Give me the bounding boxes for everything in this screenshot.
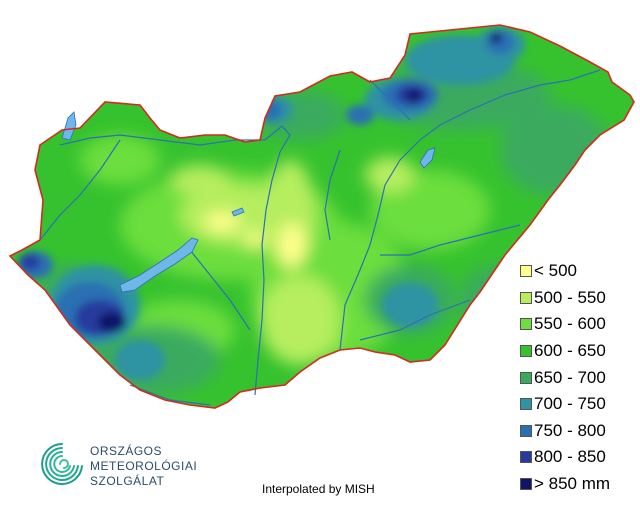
legend-item: 600 - 650 (520, 338, 636, 365)
lake-ferto (61, 111, 77, 141)
legend-label: 500 - 550 (534, 287, 606, 307)
legend-label: 650 - 700 (534, 367, 606, 387)
legend-item: < 500 (520, 258, 636, 285)
logo-text: ORSZÁGOS METEOROLÓGIAI SZOLGÁLAT (90, 444, 197, 489)
logo-line: METEOROLÓGIAI (90, 459, 198, 473)
legend-swatch (520, 318, 532, 331)
omsz-logo-icon (41, 443, 83, 485)
koros-river (380, 224, 521, 256)
logo-line: SZOLGÁLAT (90, 474, 165, 488)
legend-swatch (520, 451, 532, 464)
sio-river (189, 249, 251, 331)
legend: < 500 500 - 550 550 - 600 600 - 650 650 - 70… (520, 258, 636, 497)
zagyva-river (324, 149, 341, 241)
lake-velence (231, 207, 245, 217)
lake-tisza (419, 147, 436, 169)
maros-river (359, 299, 471, 341)
legend-item: 700 - 750 (520, 391, 636, 418)
lake-balaton (119, 237, 199, 293)
legend-swatch (520, 398, 532, 411)
legend-item: 650 - 700 (520, 364, 636, 391)
legend-label: 600 - 650 (534, 341, 606, 361)
legend-label: 550 - 600 (534, 314, 606, 334)
raba-river (39, 139, 121, 241)
credit-text: Interpolated by MISH (262, 482, 375, 496)
sajo-river (369, 79, 411, 121)
legend-item: 500 - 550 (520, 285, 636, 312)
legend-swatch (520, 478, 532, 491)
legend-label: < 500 (534, 261, 578, 281)
tisza-river (339, 69, 601, 351)
rivers (39, 69, 601, 406)
legend-item: 800 - 850 (520, 444, 636, 471)
legend-label: 750 - 800 (534, 420, 606, 440)
legend-label: 800 - 850 (534, 447, 606, 467)
lakes (61, 111, 436, 293)
legend-item: 750 - 800 (520, 418, 636, 445)
legend-label: > 850 mm (534, 474, 611, 494)
legend-swatch (520, 291, 532, 304)
logo-line: ORSZÁGOS (90, 444, 163, 458)
legend-swatch (520, 424, 532, 437)
legend-swatch (520, 371, 532, 384)
danube-river (59, 125, 291, 396)
legend-swatch (520, 265, 532, 278)
legend-swatch (520, 345, 532, 358)
legend-item: > 850 mm (520, 471, 636, 498)
legend-label: 700 - 750 (534, 394, 606, 414)
omsz-logo: ORSZÁGOS METEOROLÓGIAI SZOLGÁLAT (38, 438, 238, 498)
drava-river (129, 384, 211, 406)
legend-item: 550 - 600 (520, 311, 636, 338)
